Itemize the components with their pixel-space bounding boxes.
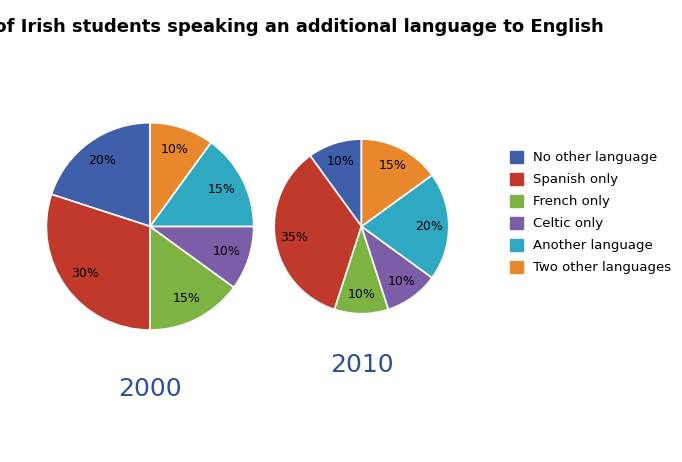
Text: 10%: 10% xyxy=(387,275,415,288)
Text: 10%: 10% xyxy=(348,288,375,301)
Text: % of Irish students speaking an additional language to English: % of Irish students speaking an addition… xyxy=(0,18,604,36)
Text: 15%: 15% xyxy=(173,292,201,305)
Legend: No other language, Spanish only, French only, Celtic only, Another language, Two: No other language, Spanish only, French … xyxy=(505,147,675,278)
Wedge shape xyxy=(361,226,432,310)
Text: 2010: 2010 xyxy=(329,353,394,377)
Wedge shape xyxy=(150,226,234,330)
Wedge shape xyxy=(310,139,361,226)
Text: 15%: 15% xyxy=(379,159,406,172)
Text: 15%: 15% xyxy=(208,183,236,196)
Wedge shape xyxy=(51,123,150,226)
Text: 20%: 20% xyxy=(415,220,443,233)
Wedge shape xyxy=(150,123,211,226)
Wedge shape xyxy=(46,195,150,330)
Text: 10%: 10% xyxy=(327,155,355,168)
Wedge shape xyxy=(334,226,389,314)
Text: 10%: 10% xyxy=(161,143,189,156)
Text: 20%: 20% xyxy=(89,154,117,167)
Text: 10%: 10% xyxy=(213,245,241,258)
Text: 35%: 35% xyxy=(280,231,308,243)
Wedge shape xyxy=(150,142,254,226)
Wedge shape xyxy=(274,156,361,310)
Text: 30%: 30% xyxy=(71,267,99,280)
Text: 2000: 2000 xyxy=(118,377,182,401)
Wedge shape xyxy=(150,226,254,287)
Wedge shape xyxy=(361,175,449,278)
Wedge shape xyxy=(361,139,432,226)
